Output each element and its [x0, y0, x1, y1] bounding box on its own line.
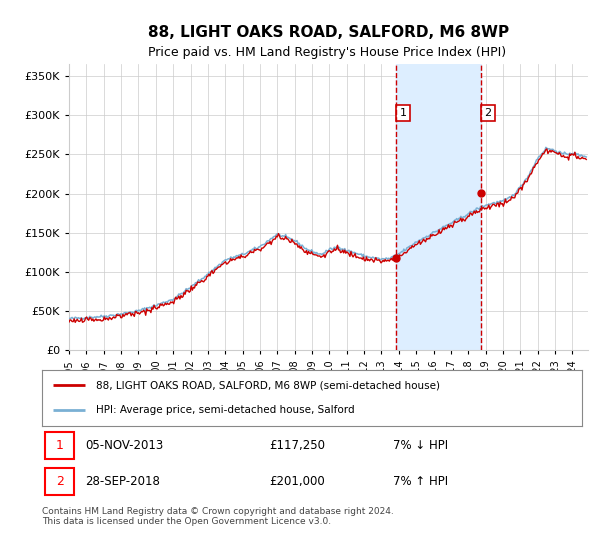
- Text: 1: 1: [56, 438, 64, 452]
- Bar: [396, 64, 481, 350]
- Text: 05-NOV-2013: 05-NOV-2013: [85, 438, 163, 452]
- Text: 1: 1: [400, 108, 407, 118]
- Text: 88, LIGHT OAKS ROAD, SALFORD, M6 8WP (semi-detached house): 88, LIGHT OAKS ROAD, SALFORD, M6 8WP (se…: [96, 380, 440, 390]
- Bar: [45, 432, 74, 459]
- Text: 7% ↓ HPI: 7% ↓ HPI: [393, 438, 448, 452]
- Text: 2: 2: [56, 475, 64, 488]
- Text: £117,250: £117,250: [269, 438, 325, 452]
- Bar: [45, 468, 74, 495]
- Text: Contains HM Land Registry data © Crown copyright and database right 2024.
This d: Contains HM Land Registry data © Crown c…: [42, 507, 394, 526]
- Text: HPI: Average price, semi-detached house, Salford: HPI: Average price, semi-detached house,…: [96, 405, 355, 415]
- Title: 88, LIGHT OAKS ROAD, SALFORD, M6 8WP: 88, LIGHT OAKS ROAD, SALFORD, M6 8WP: [148, 25, 509, 40]
- Text: Price paid vs. HM Land Registry's House Price Index (HPI): Price paid vs. HM Land Registry's House …: [148, 46, 506, 59]
- Text: 7% ↑ HPI: 7% ↑ HPI: [393, 475, 448, 488]
- Text: 2: 2: [484, 108, 491, 118]
- Text: £201,000: £201,000: [269, 475, 325, 488]
- Text: 28-SEP-2018: 28-SEP-2018: [85, 475, 160, 488]
